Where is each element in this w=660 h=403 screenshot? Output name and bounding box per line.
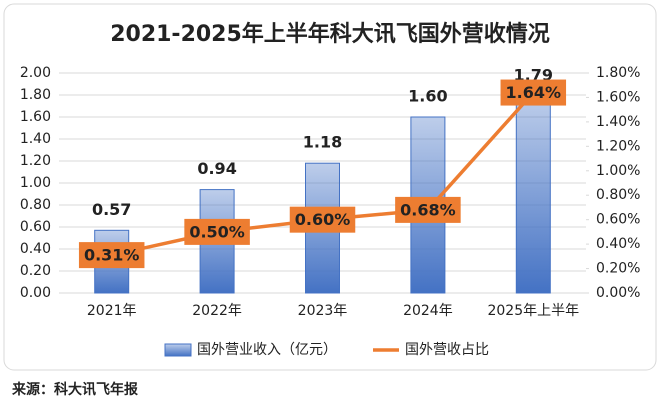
y2-tick-label: 1.60% bbox=[596, 89, 640, 105]
y2-tick-label: 1.00% bbox=[596, 163, 640, 179]
value-label-box bbox=[184, 218, 250, 245]
y-tick-label: 0.60 bbox=[20, 219, 51, 235]
value-label-box bbox=[78, 242, 145, 269]
y-tick-label: 1.40 bbox=[20, 131, 51, 147]
line-value-label: 0.50% bbox=[189, 222, 245, 241]
bar-value-label: 1.18 bbox=[303, 133, 342, 152]
line-value-label: 0.60% bbox=[295, 210, 351, 229]
y-tick-label: 0.00 bbox=[20, 285, 51, 301]
value-label-box bbox=[500, 79, 567, 106]
y-tick-label: 2.00 bbox=[20, 65, 51, 81]
y-tick-label: 0.40 bbox=[20, 241, 51, 257]
y-tick-label: 1.20 bbox=[20, 153, 51, 169]
y2-tick-label: 0.20% bbox=[596, 261, 640, 277]
y2-tick-label: 0.00% bbox=[596, 285, 640, 301]
value-label-box bbox=[289, 206, 356, 233]
y-tick-label: 1.00 bbox=[20, 175, 51, 191]
x-tick-label: 2024年 bbox=[403, 303, 453, 319]
y2-tick-label: 1.80% bbox=[596, 65, 640, 81]
y-tick-label: 1.80 bbox=[20, 87, 51, 103]
value-label-box bbox=[395, 196, 461, 223]
x-tick-label: 2023年 bbox=[298, 303, 348, 319]
legend-label: 国外营收占比 bbox=[405, 342, 489, 358]
y2-tick-label: 1.40% bbox=[596, 114, 640, 130]
y-tick-label: 1.60 bbox=[20, 109, 51, 125]
x-tick-label: 2021年 bbox=[87, 303, 137, 319]
bar bbox=[515, 95, 551, 294]
line-value-label: 0.31% bbox=[84, 246, 140, 265]
x-tick-label: 2022年 bbox=[192, 303, 242, 319]
bar-value-label: 0.57 bbox=[92, 200, 131, 219]
y2-tick-label: 0.40% bbox=[596, 236, 640, 252]
y2-tick-label: 0.60% bbox=[596, 212, 640, 228]
bar-value-label: 0.94 bbox=[197, 159, 236, 178]
line-value-label: 0.68% bbox=[400, 200, 456, 219]
legend-label: 国外营业收入（亿元） bbox=[197, 342, 337, 358]
legend-swatch bbox=[164, 343, 192, 357]
y-tick-label: 0.20 bbox=[20, 263, 51, 279]
bar-value-label: 1.60 bbox=[408, 87, 447, 106]
y2-tick-label: 1.20% bbox=[596, 138, 640, 154]
y-tick-label: 0.80 bbox=[20, 197, 51, 213]
chart-title: 2021-2025年上半年科大讯飞国外营收情况 bbox=[110, 21, 550, 47]
line-value-label: 1.64% bbox=[506, 83, 562, 102]
y2-tick-label: 0.80% bbox=[596, 187, 640, 203]
source-note: 来源：科大讯飞年报 bbox=[11, 381, 138, 398]
x-tick-label: 2025年上半年 bbox=[487, 303, 579, 319]
